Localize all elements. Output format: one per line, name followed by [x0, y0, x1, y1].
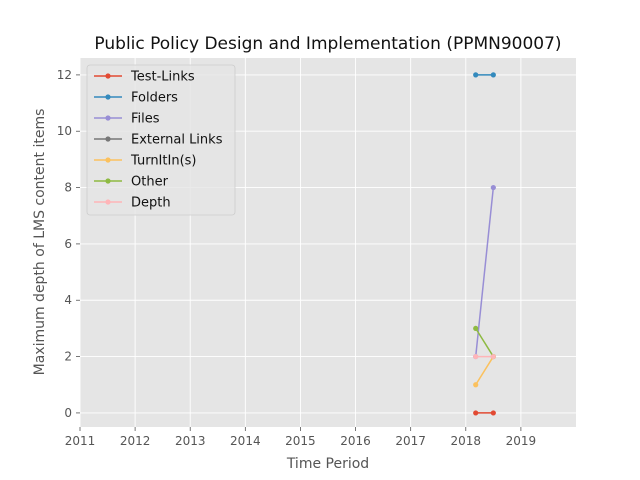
data-point-depth [490, 353, 496, 360]
y-tick-label: 4 [64, 293, 72, 307]
axis-ticks: 2011 2012 2013 2014 2015 2016 2017 2018 2019 0 2 4 6… [57, 68, 536, 448]
legend-marker-test-links [105, 73, 111, 79]
data-point-test-links [490, 410, 496, 416]
x-tick-label: 2019 [506, 434, 537, 448]
x-tick-label: 2015 [285, 434, 316, 448]
legend-marker-external-links [105, 136, 111, 142]
x-axis-label: Time Period [286, 456, 369, 472]
series-lines [473, 72, 496, 416]
data-point-folders [490, 72, 496, 78]
legend-label-folders: Folders [131, 91, 178, 106]
legend-label-external-links: External Links [131, 133, 223, 148]
legend-marker-folders [105, 94, 111, 100]
data-point-files [490, 184, 496, 191]
y-tick-label: 10 [57, 124, 72, 138]
series-line-other [475, 328, 494, 357]
legend-marker-other [105, 178, 111, 184]
chart-title: Public Policy Design and Implementation … [94, 34, 561, 54]
data-point-folders [473, 72, 479, 78]
x-tick-label: 2016 [340, 434, 371, 448]
legend-label-other: Other [131, 175, 169, 190]
legend: Test-Links Folders Files External Links Turn… [86, 64, 236, 216]
y-tick-label: 2 [64, 350, 72, 364]
data-point-test-links [473, 410, 479, 416]
legend-label-depth: Depth [131, 196, 171, 211]
legend-label-turnitin-s: TurnItIn(s) [130, 154, 196, 169]
x-tick-label: 2018 [451, 434, 482, 448]
data-point-other [473, 325, 479, 332]
x-tick-label: 2011 [65, 434, 96, 448]
data-point-depth [473, 353, 479, 360]
legend-marker-turnitin-s [105, 157, 111, 163]
y-tick-label: 8 [64, 181, 72, 195]
legend-box [86, 64, 236, 216]
y-tick-label: 6 [64, 237, 72, 251]
legend-label-test-links: Test-Links [130, 70, 195, 85]
y-tick-label: 12 [57, 68, 72, 82]
legend-label-files: Files [131, 112, 160, 127]
x-tick-label: 2014 [230, 434, 261, 448]
legend-marker-files [105, 115, 111, 121]
x-tick-label: 2012 [120, 434, 151, 448]
x-tick-label: 2017 [395, 434, 426, 448]
series-line-turnitin-s [475, 356, 494, 386]
data-point-turnitin-s [473, 382, 479, 388]
x-tick-label: 2013 [175, 434, 206, 448]
y-tick-label: 0 [64, 406, 72, 420]
legend-marker-depth [105, 199, 111, 205]
y-axis-label: Maximum depth of LMS content items [32, 109, 48, 376]
series-line-files [474, 187, 495, 357]
